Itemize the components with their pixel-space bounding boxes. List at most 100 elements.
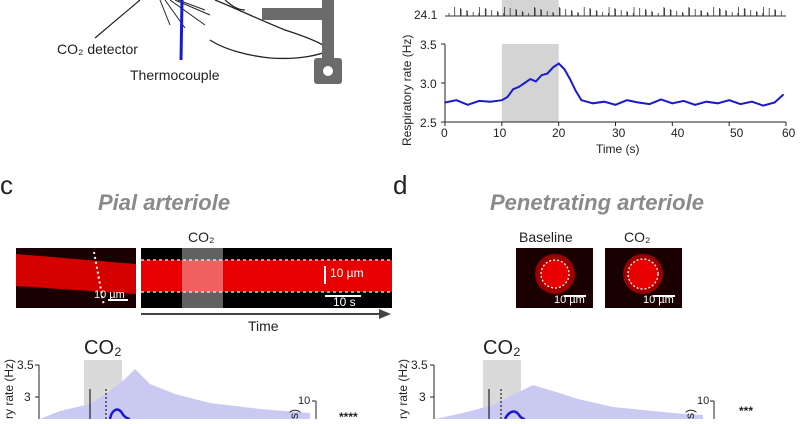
data-point: [501, 99, 503, 101]
whisker-line: [159, 0, 171, 26]
scale-label: 10 µm: [330, 266, 364, 280]
data-point: [574, 90, 577, 92]
data-point: [782, 93, 784, 96]
y-tick-label: 3.5: [411, 358, 428, 372]
co2-label-d: CO₂: [624, 229, 651, 245]
panel-a: [0, 0, 380, 100]
data-point: [478, 100, 480, 102]
y-tick-label: 2.5: [420, 116, 437, 130]
pial-response-chart: [35, 360, 317, 419]
data-point: [512, 88, 514, 91]
data-point: [569, 78, 571, 80]
co2-detector-wire: [94, 0, 141, 39]
penetrating-arteriole-title: Penetrating arteriole: [490, 190, 704, 215]
data-point: [506, 96, 509, 98]
y-tick-label: 3.5: [420, 38, 437, 52]
variance-shading: [435, 385, 703, 419]
data-point: [682, 100, 685, 102]
co2-image: 10 µm: [605, 248, 682, 308]
data-point: [728, 99, 730, 101]
vessel-lumen: [541, 260, 569, 288]
data-point: [751, 100, 753, 103]
right-tick-label: 10: [298, 395, 311, 407]
right-tick-label: 10: [697, 395, 710, 407]
baseline-label: Baseline: [519, 229, 573, 245]
head-holder-post: [322, 0, 334, 62]
y-tick-label: 3.5: [17, 358, 34, 372]
data-point: [637, 101, 640, 104]
x-tick-label: 10: [493, 126, 507, 140]
x-tick-label: 40: [671, 126, 685, 140]
data-point: [546, 72, 549, 75]
kymograph-image: 10 µm 10 s: [141, 248, 392, 308]
data-point: [762, 104, 765, 107]
significance-stars: ****: [339, 410, 358, 424]
vessel-kymograph-band: [141, 260, 392, 292]
data-point: [529, 78, 532, 80]
panel-c-letter: c: [0, 170, 13, 200]
scale-label: 10 µm: [643, 294, 674, 306]
time-arrow: [141, 309, 391, 319]
data-point: [557, 62, 560, 65]
data-point: [444, 101, 446, 104]
data-point: [739, 103, 742, 105]
penetrating-response-chart: [430, 360, 715, 419]
co2-label-bottom-d: CO₂: [483, 337, 521, 359]
y-tick-label: 3: [24, 390, 31, 404]
significance-stars: ***: [739, 404, 754, 418]
data-point: [614, 104, 617, 106]
variance-shading: [40, 369, 310, 419]
x-tick-label: 0: [441, 126, 448, 140]
right-axis-label: s): [683, 409, 697, 419]
co2-label-bottom-c: CO₂: [84, 337, 122, 359]
x-tick-label: 50: [730, 126, 744, 140]
stimulus-window: [501, 44, 559, 122]
data-point: [540, 74, 543, 76]
data-point: [489, 100, 492, 103]
head-holder-bar: [262, 8, 327, 20]
data-point: [717, 102, 719, 105]
y-tick-label: 3.0: [420, 77, 437, 91]
data-point: [694, 104, 696, 106]
data-point: [535, 80, 537, 83]
data-point: [773, 101, 776, 104]
arrowhead-icon: [379, 309, 391, 319]
respiratory-rate-line: [444, 62, 784, 107]
data-point: [591, 102, 594, 105]
data-point: [455, 99, 458, 101]
whisker-line: [169, 0, 206, 26]
co2-stimulus-window: [182, 248, 223, 308]
y-axis-label: ry rate (Hz): [396, 359, 410, 419]
data-point: [563, 68, 566, 70]
y-axis-label: Respiratory rate (Hz): [400, 34, 414, 146]
scale-label: 10 s: [333, 295, 356, 308]
diameter-outline: [627, 258, 659, 290]
pial-arteriole-title: Pial arteriole: [98, 190, 231, 215]
panel-d-letter: d: [393, 170, 408, 200]
diameter-trace: [108, 408, 131, 419]
vessel-segment: [16, 254, 136, 294]
data-point: [648, 103, 651, 105]
line-scan-path: [93, 251, 105, 307]
pial-vessel-image: 10 µm: [16, 248, 136, 308]
x-tick-label: 60: [782, 126, 796, 140]
baseline-image: 10 µm: [516, 248, 593, 308]
data-point: [466, 104, 469, 106]
data-point: [671, 102, 674, 105]
data-point: [518, 86, 520, 88]
scale-label: 10 µm: [554, 294, 585, 306]
right-axis-label: s): [287, 409, 301, 419]
panel-b: [390, 0, 800, 170]
co2-label-c: CO₂: [188, 229, 215, 245]
data-point: [660, 98, 662, 101]
diameter-outline: [540, 259, 570, 289]
data-point: [523, 82, 526, 84]
top-trace-tick: 24.1: [414, 8, 438, 22]
vessel-lumen: [628, 259, 658, 289]
x-axis-label: Time (s): [596, 142, 640, 156]
thermocouple-label: Thermocouple: [130, 67, 220, 83]
co2-detector-label: CO₂ detector: [57, 41, 138, 57]
thermocouple-probe: [179, 0, 184, 61]
respiratory-rate-chart: [441, 0, 787, 126]
x-tick-label: 30: [612, 126, 626, 140]
